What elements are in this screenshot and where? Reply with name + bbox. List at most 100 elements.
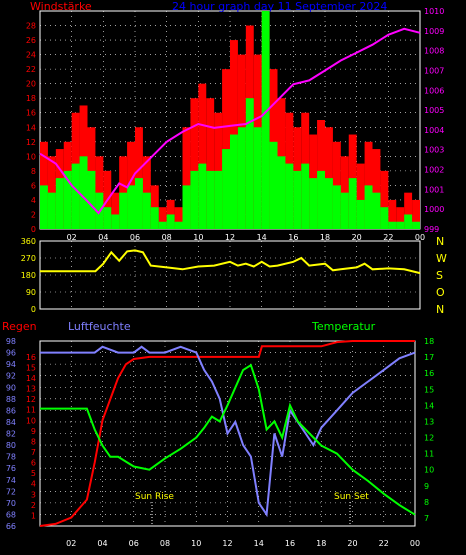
wind-speed-bar	[40, 185, 48, 229]
rain-tick: 10	[26, 416, 36, 425]
x-tick: 14	[254, 539, 264, 548]
rain-tick: 7	[31, 448, 36, 457]
wind-speed-bar	[119, 192, 128, 229]
temperature-tick: 13	[424, 417, 434, 426]
rain-tick: 9	[31, 427, 36, 436]
pressure-tick: 1009	[424, 27, 444, 36]
wind-speed-bar	[79, 156, 88, 229]
wind-speed-bar	[142, 192, 151, 229]
x-tick: 20	[347, 539, 357, 548]
rain-tick: 3	[31, 490, 36, 499]
wind-tick: 0	[31, 225, 36, 234]
temperature-tick: 11	[424, 450, 434, 459]
wind-gust-bar	[142, 156, 151, 229]
wind-tick: 18	[26, 94, 36, 103]
wind-speed-bar	[71, 163, 80, 229]
humidity-tick: 82	[6, 430, 16, 439]
rain-tick: 2	[31, 501, 36, 510]
wind-gust-bar	[380, 170, 389, 229]
wind-speed-bar	[285, 163, 294, 229]
x-tick: 00	[415, 233, 425, 242]
wind-speed-bar	[55, 178, 64, 229]
rain-label: Regen	[2, 320, 37, 333]
wind-speed-bar	[158, 221, 167, 229]
wind-gust-bar	[182, 127, 191, 229]
x-tick: 02	[66, 539, 76, 548]
pressure-tick: 1008	[424, 47, 444, 56]
rain-tick: 4	[31, 480, 36, 489]
humidity-tick: 88	[6, 395, 16, 404]
humidity-tick: 70	[6, 499, 16, 508]
temperature-tick: 15	[424, 385, 434, 394]
rain-tick: 11	[26, 406, 36, 415]
x-tick: 22	[383, 233, 393, 242]
wind-speed-bar	[364, 185, 373, 229]
temperature-tick: 8	[424, 498, 429, 507]
x-tick: 12	[225, 233, 235, 242]
x-tick: 06	[129, 539, 139, 548]
x-tick: 04	[98, 233, 108, 242]
temperature-tick: 12	[424, 434, 434, 443]
x-tick: 20	[352, 233, 362, 242]
wind-speed-bar	[182, 185, 191, 229]
wind-tick: 14	[26, 123, 36, 132]
wind-speed-bar	[63, 170, 72, 229]
humidity-tick: 96	[6, 349, 16, 358]
wind-speed-bar	[412, 221, 420, 229]
wind-speed-bar	[127, 185, 135, 229]
wind-gust-bar	[158, 207, 167, 229]
wind-tick: 6	[31, 181, 36, 190]
rain-tick: 8	[31, 437, 36, 446]
compass-label: N	[436, 235, 444, 248]
sunrise-annotation: Sun Rise	[135, 492, 174, 502]
temperature-tick: 16	[424, 369, 434, 378]
wind-speed-bar	[166, 214, 175, 229]
wind-speed-bar	[269, 141, 278, 229]
wind-speed-bar	[103, 207, 112, 229]
wind-speed-bar	[237, 127, 246, 229]
wind-speed-bar	[309, 178, 318, 229]
wind-speed-bar	[253, 127, 262, 229]
direction-tick: 270	[21, 254, 36, 263]
humidity-tick: 78	[6, 453, 16, 462]
wind-speed-bar	[150, 207, 159, 229]
rain-line	[39, 340, 415, 527]
x-tick: 16	[288, 233, 298, 242]
wind-tick: 12	[26, 138, 36, 147]
pressure-tick: 1005	[424, 106, 444, 115]
direction-tick: 0	[31, 305, 36, 314]
wind-speed-bar	[340, 192, 349, 229]
temperature-tick: 17	[424, 353, 434, 362]
wind-gust-bar	[111, 192, 120, 229]
wind-gust-bar	[412, 199, 420, 229]
wind-speed-bar	[47, 192, 56, 229]
temperature-tick: 7	[424, 514, 429, 523]
humidity-tick: 74	[6, 476, 16, 485]
humidity-tick: 66	[6, 522, 16, 531]
pressure-tick: 1006	[424, 86, 444, 95]
wind-tick: 2	[31, 210, 36, 219]
pressure-tick: 1010	[424, 7, 444, 16]
wind-speed-bar	[356, 199, 365, 229]
wind-gust-bar	[372, 149, 381, 229]
wind-speed-bar	[230, 134, 238, 229]
humidity-tick: 80	[6, 441, 16, 450]
wind-gust-bar	[95, 156, 104, 229]
x-tick: 18	[320, 233, 330, 242]
wind-tick: 24	[26, 51, 36, 60]
pressure-tick: 1004	[424, 126, 444, 135]
compass-label: O	[436, 286, 445, 299]
rain-tick: 15	[26, 363, 36, 372]
wind-speed-bar	[325, 178, 333, 229]
wind-speed-bar	[214, 170, 223, 229]
x-tick: 06	[130, 233, 140, 242]
x-tick: 08	[162, 233, 172, 242]
x-tick: 02	[67, 233, 77, 242]
sunset-annotation: Sun Set	[334, 492, 369, 502]
wind-gust-bar	[230, 40, 238, 229]
wind-speed-bar	[222, 149, 230, 229]
wind-tick: 8	[31, 167, 36, 176]
x-tick: 14	[257, 233, 267, 242]
wind-tick: 20	[26, 80, 36, 89]
